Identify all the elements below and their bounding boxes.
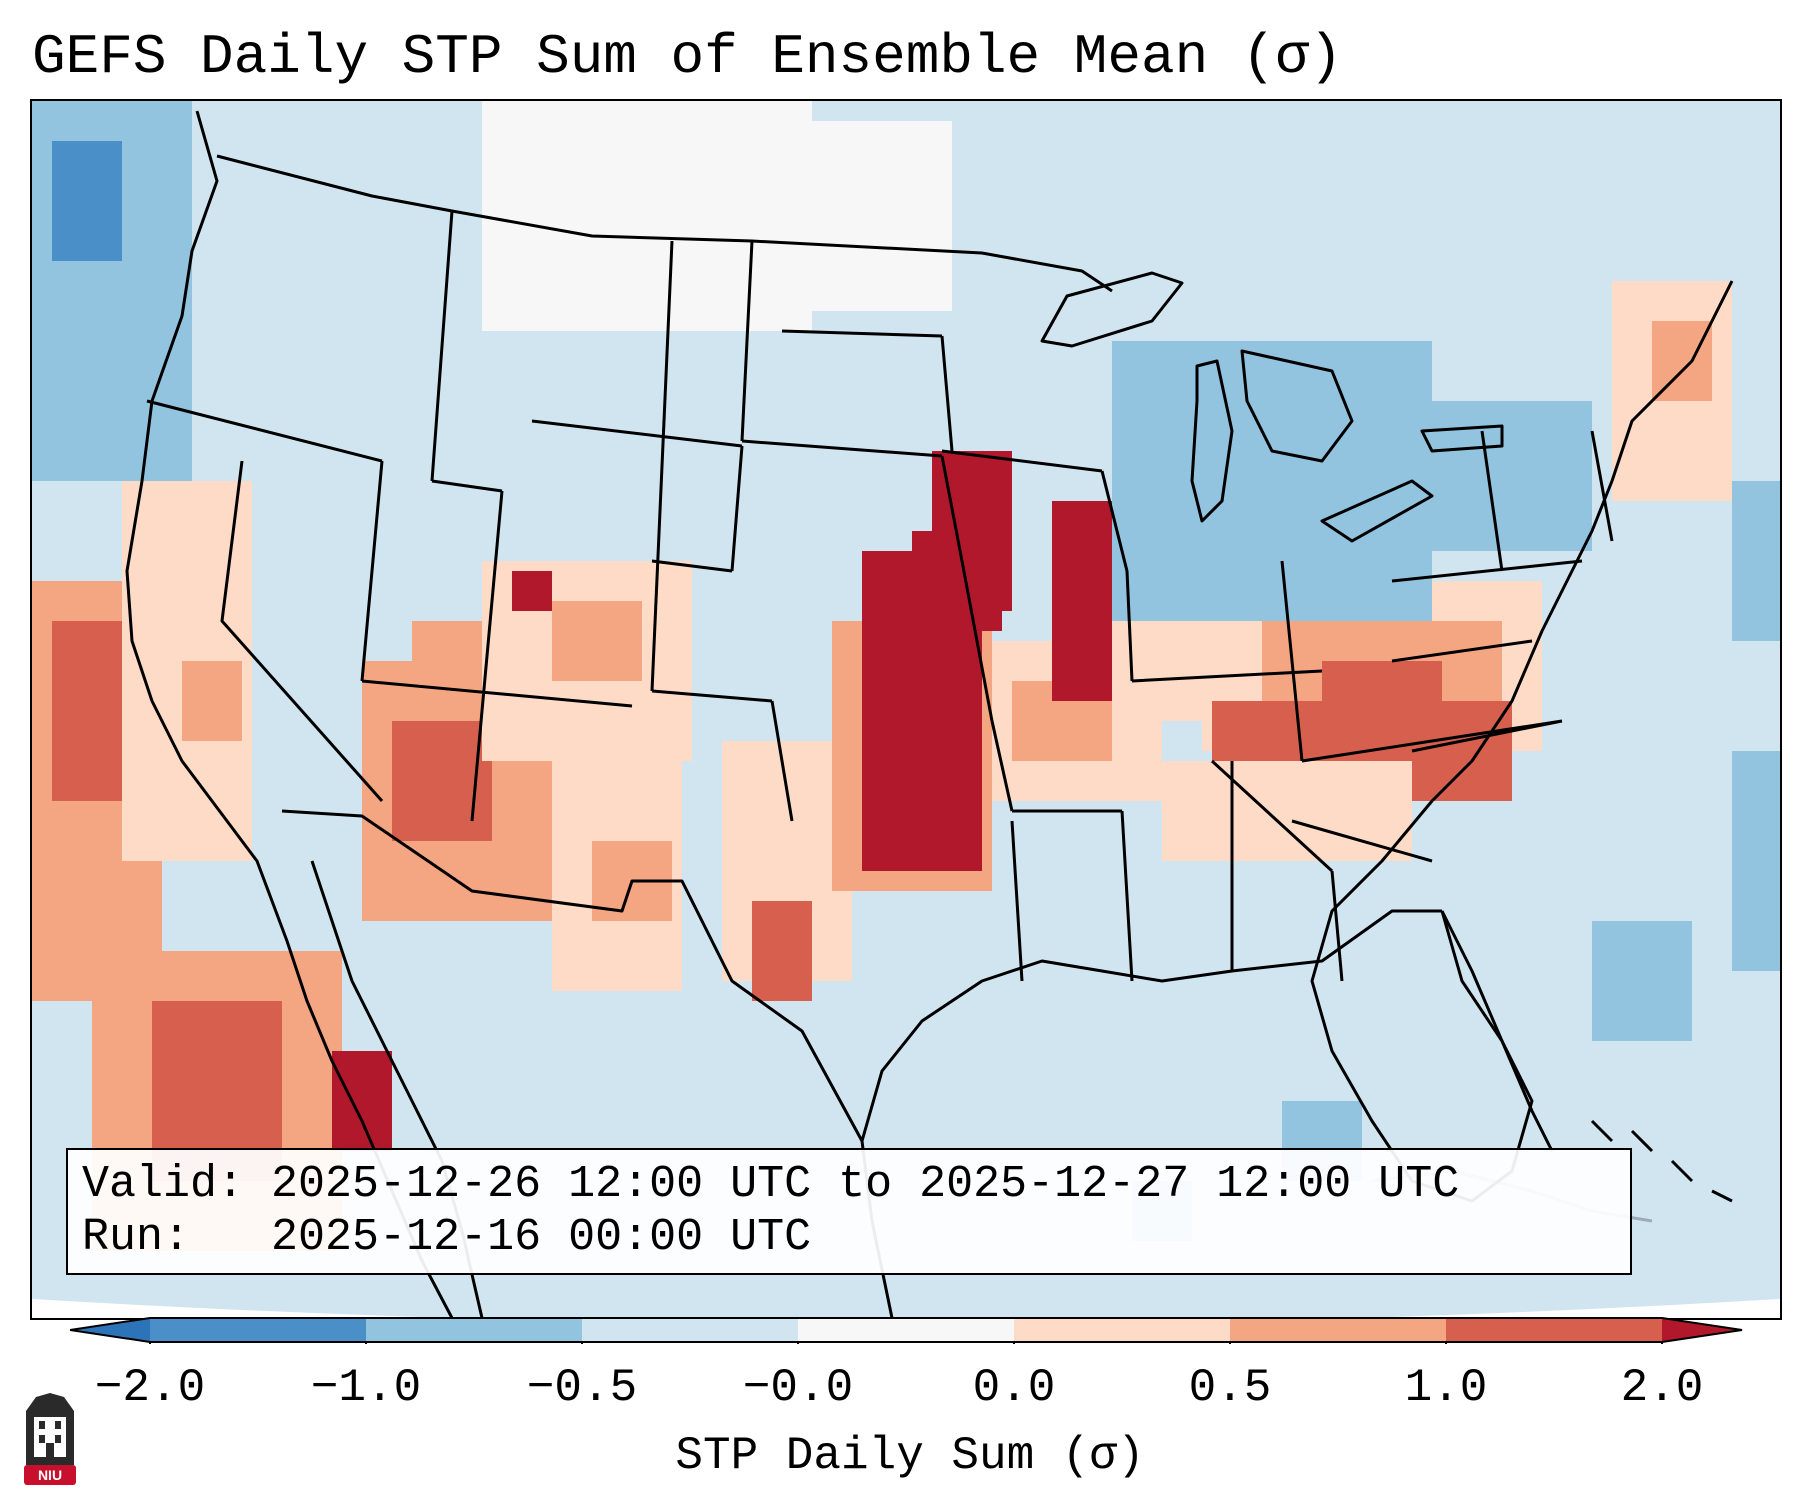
us-mexico-border: [281, 809, 864, 1142]
colorbar-bin-2: [366, 1318, 582, 1342]
anomaly-cell: [1732, 481, 1780, 641]
lake-ontario: [1420, 424, 1504, 453]
valid-label: Valid:: [82, 1159, 245, 1210]
lake-superior: [1040, 271, 1184, 348]
anomaly-cell: [412, 621, 492, 681]
east-coastline: [1310, 280, 1734, 1203]
anomaly-cell: [182, 661, 242, 741]
colorbar-tick-label: 1.0: [1404, 1362, 1488, 1414]
colorbar-low-extension: [70, 1318, 150, 1342]
lake-huron: [1240, 349, 1354, 463]
colorbar-tick-label: −0.0: [742, 1362, 854, 1414]
bahamas: [1590, 1119, 1733, 1203]
colorbar-bin-3: [582, 1318, 798, 1342]
anomaly-cell: [1592, 921, 1692, 1041]
colorbar-tick-label: −0.5: [526, 1362, 638, 1414]
colorbar-bin-5: [1014, 1318, 1230, 1342]
us-canada-border: [216, 154, 1113, 293]
chart-title: GEFS Daily STP Sum of Ensemble Mean (σ): [32, 25, 1343, 89]
anomaly-cell: [552, 601, 642, 681]
colorbar-tick-label: 0.0: [972, 1362, 1056, 1414]
colorbar-bin-6: [1230, 1318, 1446, 1342]
stp-map: [32, 101, 1780, 1318]
colorbar-bin-7: [1446, 1318, 1662, 1342]
colorbar-bin-4: [798, 1318, 1014, 1342]
niu-logo: NIU: [24, 1393, 76, 1485]
anomaly-cell: [1732, 751, 1780, 971]
anomaly-cell: [1322, 661, 1442, 721]
colorbar-tick-label: −2.0: [94, 1362, 206, 1414]
colorbar-ticks: [149, 1342, 1663, 1344]
colorbar: [70, 1317, 1743, 1344]
anomaly-cell: [52, 621, 132, 801]
anomaly-cell: [812, 121, 952, 311]
anomaly-cell: [932, 451, 1012, 611]
anomaly-cell: [482, 101, 812, 331]
run-label: Run:: [82, 1212, 191, 1263]
run-value: 2025-12-16 00:00 UTC: [271, 1212, 812, 1263]
anomaly-cell: [1652, 321, 1712, 401]
lake-erie: [1320, 479, 1434, 543]
colorbar-bin-1: [150, 1318, 366, 1342]
florida-coastline: [1440, 910, 1554, 1152]
state-lines: [146, 210, 1614, 982]
anomaly-cells: [32, 101, 1780, 1251]
logo-text: NIU: [38, 1467, 62, 1483]
colorbar-high-extension: [1662, 1318, 1742, 1342]
lake-michigan: [1190, 359, 1234, 523]
anomaly-cell: [1392, 401, 1592, 551]
anomaly-cell: [752, 901, 812, 1001]
anomaly-cell: [52, 141, 122, 261]
colorbar-axis-label: STP Daily Sum (σ): [675, 1430, 1145, 1482]
anomaly-cell: [1112, 341, 1432, 621]
colorbar-tick-label: 0.5: [1188, 1362, 1272, 1414]
political-boundaries: [125, 110, 1734, 1318]
colorbar-tick-label: −1.0: [310, 1362, 422, 1414]
run-line: Run: 2025-12-16 00:00 UTC: [82, 1211, 1616, 1264]
valid-line: Valid: 2025-12-26 12:00 UTC to 2025-12-2…: [82, 1158, 1616, 1211]
anomaly-cell: [332, 1051, 392, 1151]
anomaly-cell: [512, 571, 552, 611]
west-coastline: [125, 110, 454, 1318]
map-panel: [30, 99, 1782, 1320]
valid-run-info-box: Valid: 2025-12-26 12:00 UTC to 2025-12-2…: [66, 1148, 1632, 1275]
valid-value: 2025-12-26 12:00 UTC to 2025-12-27 12:00…: [271, 1159, 1460, 1210]
colorbar-tick-label: 2.0: [1620, 1362, 1704, 1414]
